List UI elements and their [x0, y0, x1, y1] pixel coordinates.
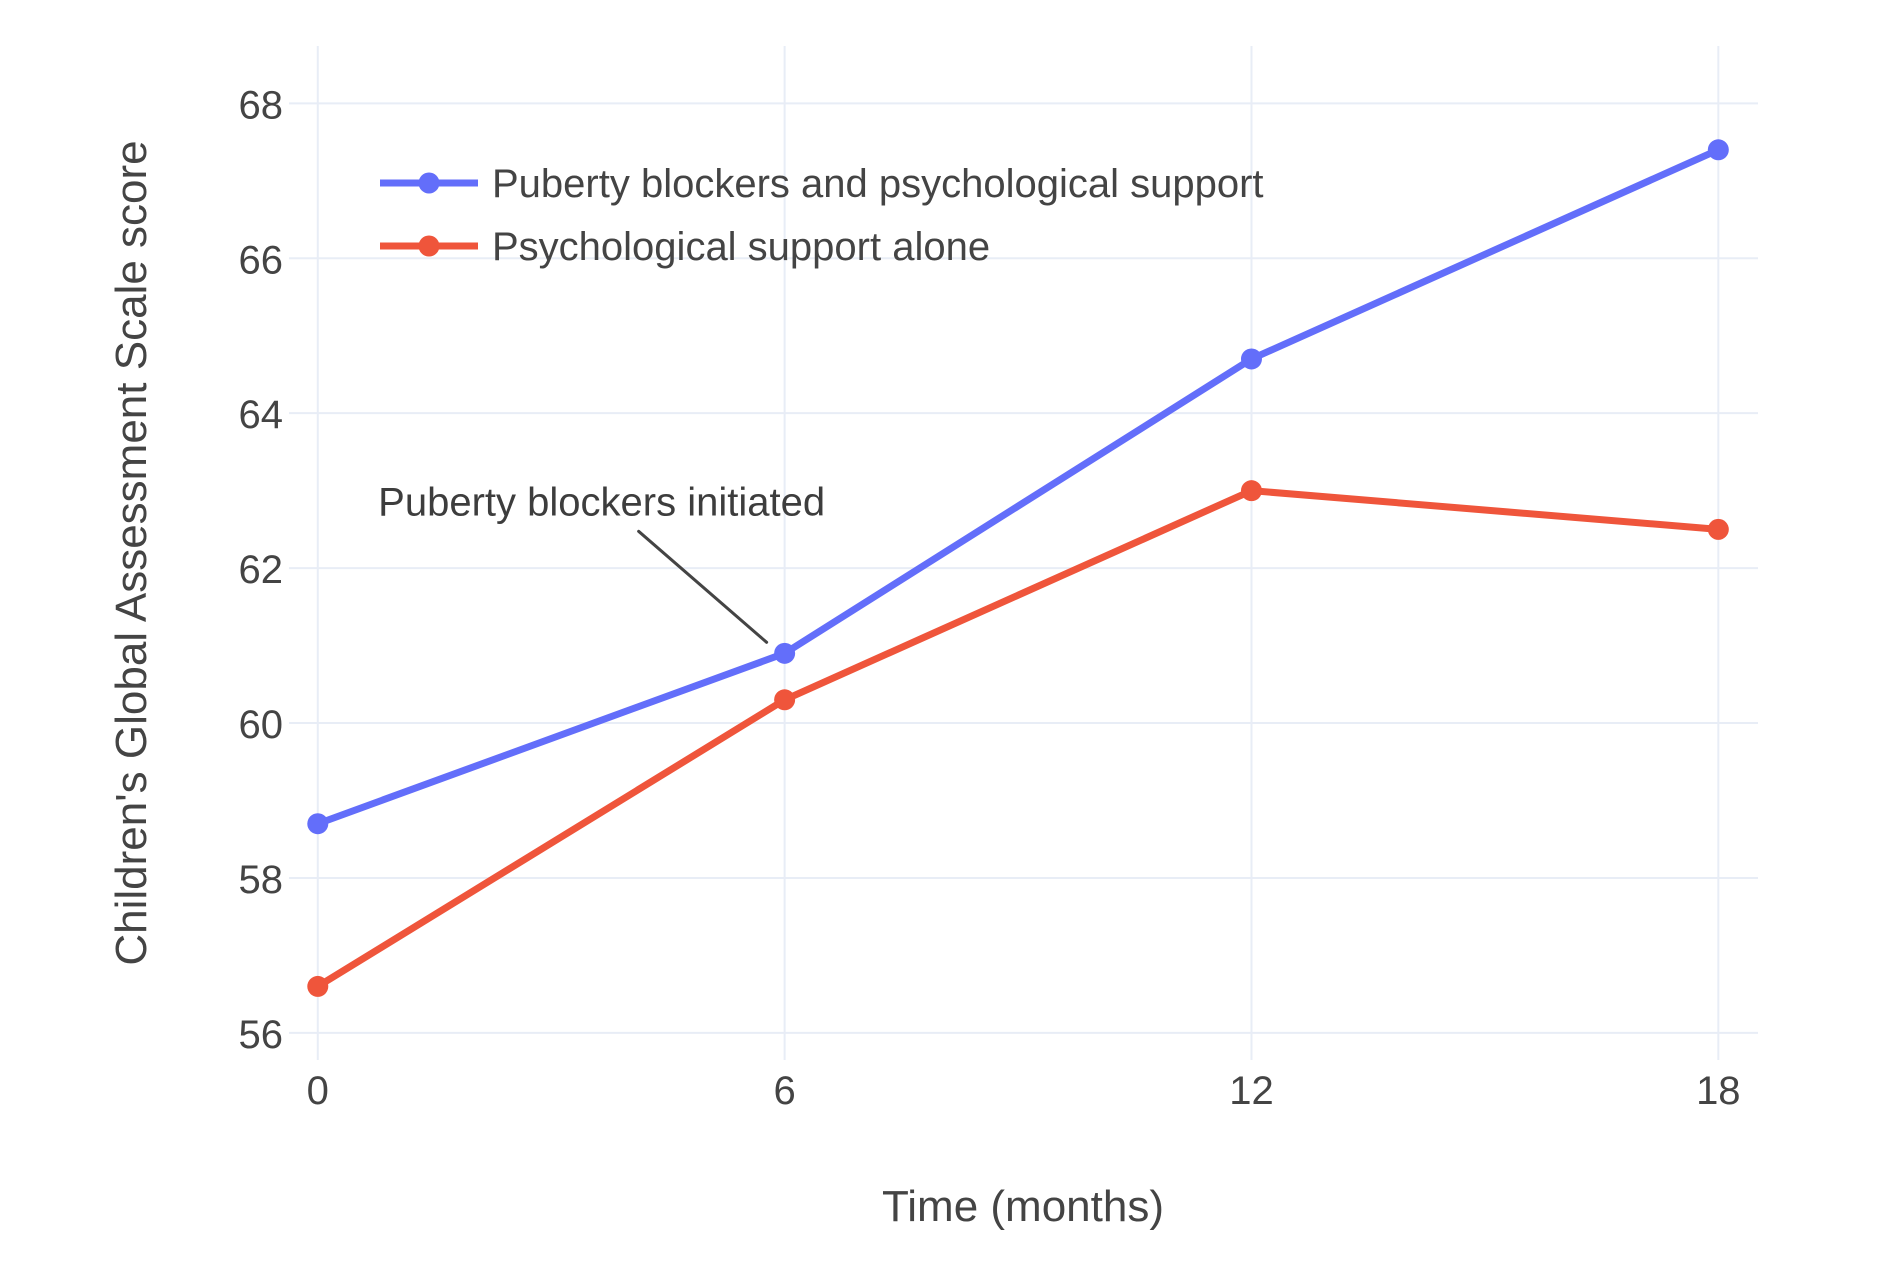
y-tick-label: 58 — [239, 858, 284, 902]
y-tick-label: 56 — [239, 1013, 284, 1057]
annotation-text: Puberty blockers initiated — [378, 480, 825, 524]
series-line-1 — [314, 487, 1722, 990]
data-point — [774, 689, 796, 711]
y-tick-label: 66 — [239, 238, 284, 282]
y-tick-label: 60 — [239, 703, 284, 747]
series-layer — [307, 139, 1729, 997]
series-line-0 — [314, 146, 1722, 828]
y-tick-label: 62 — [239, 548, 284, 592]
x-tick-label: 18 — [1696, 1069, 1741, 1113]
grid-layer — [289, 46, 1758, 1060]
data-point — [1240, 348, 1262, 370]
data-point — [1240, 480, 1262, 502]
legend-label-red: Psychological support alone — [492, 225, 990, 269]
y-axis-title: Children's Global Assessment Scale score — [107, 140, 156, 965]
legend: Puberty blockers and psychological suppo… — [380, 162, 1264, 269]
legend-marker-blue — [418, 172, 440, 194]
data-point — [1707, 139, 1729, 161]
legend-item-blue[interactable]: Puberty blockers and psychological suppo… — [380, 162, 1264, 206]
data-point — [307, 813, 329, 835]
data-point — [307, 975, 329, 997]
annotation-pointer-line — [637, 529, 769, 644]
y-tick-label: 68 — [239, 83, 284, 127]
data-point — [1707, 518, 1729, 540]
legend-marker-red — [418, 235, 440, 257]
x-tick-label: 0 — [307, 1069, 329, 1113]
y-tick-label: 64 — [239, 393, 284, 437]
x-tick-label: 12 — [1229, 1069, 1274, 1113]
data-point — [774, 642, 796, 664]
x-tick-label: 6 — [774, 1069, 796, 1113]
x-axis-title: Time (months) — [882, 1182, 1164, 1231]
tick-layer: 56 58 60 62 64 66 68 0 6 12 18 — [239, 83, 1741, 1113]
legend-item-red[interactable]: Psychological support alone — [380, 225, 990, 269]
legend-label-blue: Puberty blockers and psychological suppo… — [492, 162, 1264, 206]
